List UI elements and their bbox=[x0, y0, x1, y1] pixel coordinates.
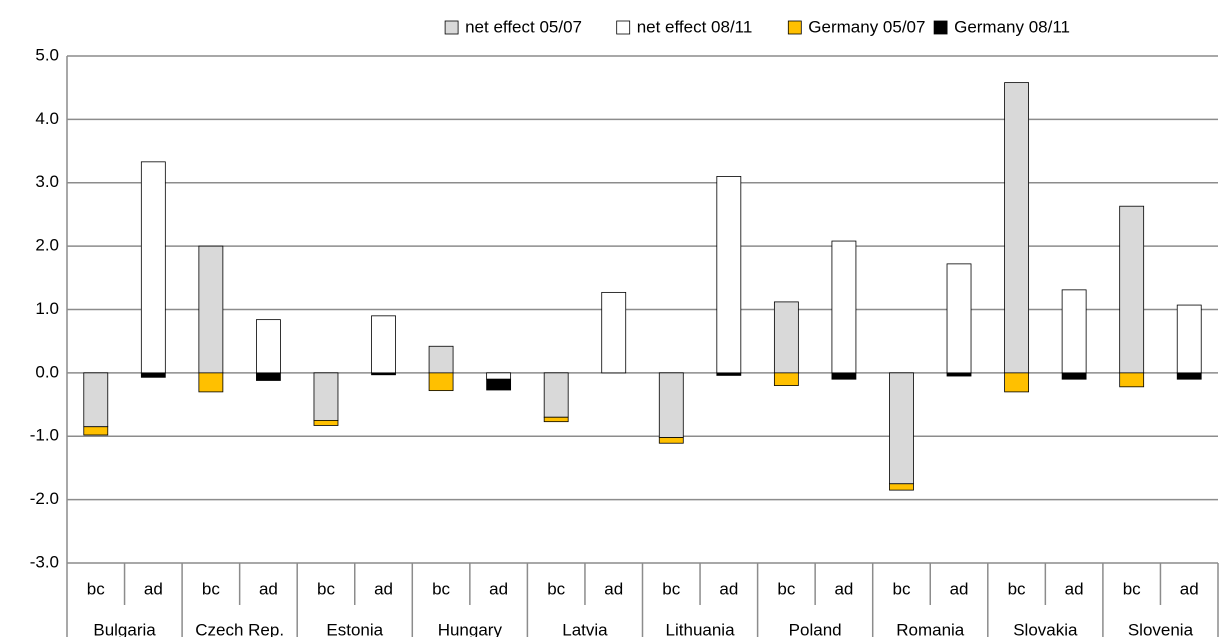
bar bbox=[486, 372, 512, 380]
bar bbox=[313, 372, 339, 421]
y-tick-label: 5.0 bbox=[35, 45, 59, 64]
bar bbox=[198, 372, 224, 393]
x-tick-label: ad bbox=[259, 579, 278, 598]
bar bbox=[428, 345, 454, 374]
bar bbox=[198, 245, 224, 374]
bar bbox=[889, 483, 914, 491]
group-label: Romania bbox=[896, 620, 965, 637]
bar bbox=[946, 372, 972, 377]
x-tick-label: bc bbox=[202, 579, 220, 598]
bar bbox=[83, 372, 109, 428]
bar bbox=[658, 437, 684, 444]
legend-swatch bbox=[616, 20, 631, 35]
legend-swatch bbox=[444, 20, 459, 35]
group-label: Slovakia bbox=[1013, 620, 1078, 637]
x-tick-label: bc bbox=[892, 579, 910, 598]
y-tick-label: 2.0 bbox=[35, 236, 59, 255]
bar bbox=[716, 176, 742, 374]
x-tick-label: ad bbox=[374, 579, 393, 598]
group-label: Lithuania bbox=[666, 620, 736, 637]
bar bbox=[83, 426, 109, 436]
bar bbox=[1061, 372, 1087, 380]
bar bbox=[889, 372, 914, 485]
bar bbox=[1004, 372, 1029, 393]
x-tick-label: ad bbox=[1180, 579, 1199, 598]
y-tick-label: 3.0 bbox=[35, 172, 59, 191]
bar bbox=[946, 263, 972, 374]
group-label: Czech Rep. bbox=[195, 620, 284, 637]
group-label: Latvia bbox=[562, 620, 608, 637]
x-tick-label: bc bbox=[432, 579, 450, 598]
x-tick-label: ad bbox=[719, 579, 738, 598]
x-tick-label: ad bbox=[489, 579, 508, 598]
x-tick-label: bc bbox=[317, 579, 335, 598]
bar bbox=[486, 378, 512, 391]
group-label: Slovenia bbox=[1128, 620, 1194, 637]
x-tick-label: ad bbox=[950, 579, 969, 598]
bar bbox=[1176, 372, 1202, 380]
group-label: Bulgaria bbox=[93, 620, 156, 637]
x-tick-label: bc bbox=[547, 579, 565, 598]
bar bbox=[831, 372, 857, 380]
x-tick-label: ad bbox=[604, 579, 623, 598]
y-tick-label: 0.0 bbox=[35, 362, 59, 381]
x-tick-label: bc bbox=[87, 579, 105, 598]
y-tick-label: -3.0 bbox=[30, 552, 59, 571]
group-label: Estonia bbox=[326, 620, 383, 637]
y-tick-label: -1.0 bbox=[30, 426, 59, 445]
legend-label: net effect 05/07 bbox=[465, 17, 582, 36]
bar bbox=[313, 420, 339, 426]
bar bbox=[773, 301, 799, 374]
x-tick-label: bc bbox=[1123, 579, 1141, 598]
group-label: Poland bbox=[789, 620, 842, 637]
bar bbox=[428, 372, 454, 392]
bar bbox=[1004, 82, 1029, 374]
x-tick-label: bc bbox=[1008, 579, 1026, 598]
legend-label: net effect 08/11 bbox=[637, 17, 753, 36]
bar bbox=[371, 372, 396, 376]
y-tick-label: 4.0 bbox=[35, 109, 59, 128]
legend-swatch bbox=[933, 20, 948, 35]
bar bbox=[371, 315, 396, 374]
bar bbox=[140, 161, 166, 374]
y-tick-label: -2.0 bbox=[30, 489, 59, 508]
bar bbox=[1061, 289, 1087, 374]
bar bbox=[831, 240, 857, 374]
x-tick-label: bc bbox=[777, 579, 795, 598]
bar bbox=[716, 372, 742, 376]
bar bbox=[256, 372, 281, 381]
bar bbox=[658, 372, 684, 438]
group-label: Hungary bbox=[438, 620, 503, 637]
bar bbox=[1119, 372, 1145, 388]
legend-label: Germany 08/11 bbox=[954, 17, 1070, 36]
bar bbox=[1176, 304, 1202, 374]
bar bbox=[601, 291, 627, 374]
y-tick-label: 1.0 bbox=[35, 299, 59, 318]
legend-swatch bbox=[787, 20, 802, 35]
bar bbox=[1119, 205, 1145, 374]
legend-label: Germany 05/07 bbox=[808, 17, 925, 36]
x-tick-label: ad bbox=[1065, 579, 1084, 598]
x-tick-label: bc bbox=[662, 579, 680, 598]
bar bbox=[773, 372, 799, 386]
bar bbox=[140, 372, 166, 378]
bar bbox=[256, 319, 281, 374]
bar bbox=[543, 416, 569, 423]
x-tick-label: ad bbox=[834, 579, 853, 598]
bar bbox=[543, 372, 569, 418]
x-tick-label: ad bbox=[144, 579, 163, 598]
